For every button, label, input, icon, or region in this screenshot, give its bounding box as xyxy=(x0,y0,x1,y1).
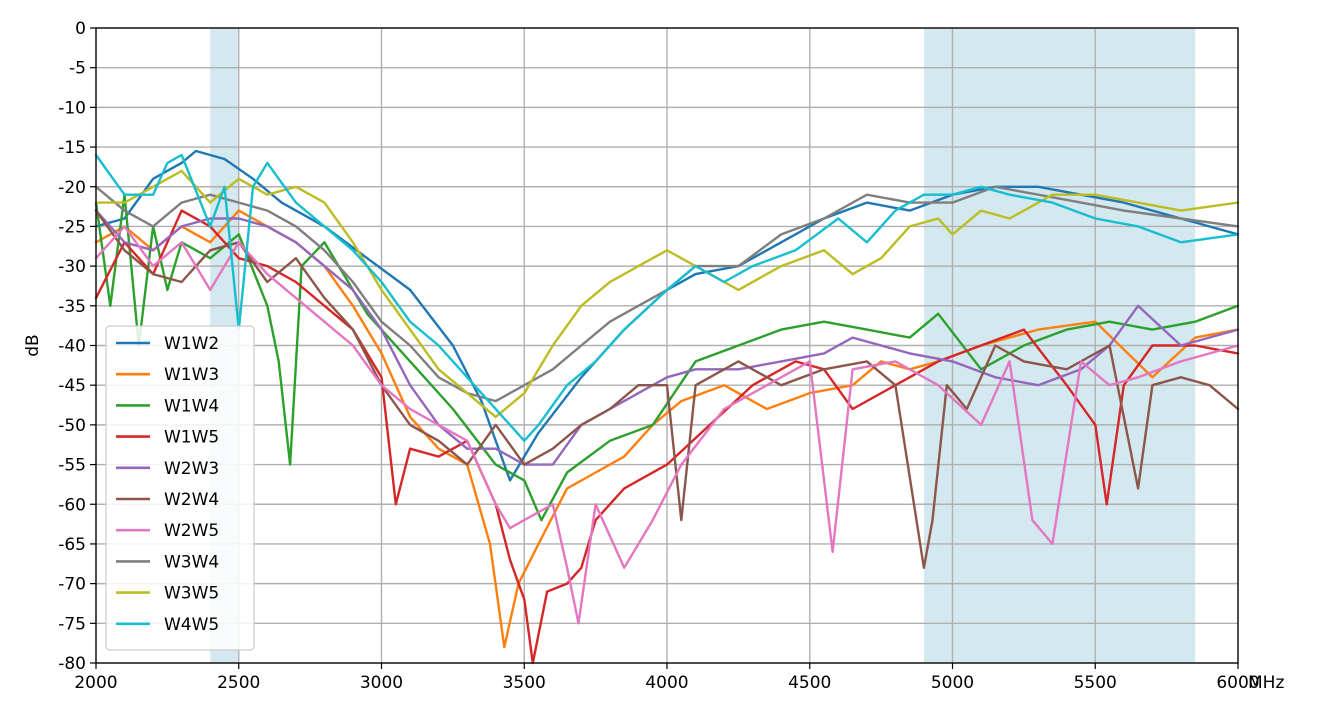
series-line-w2w4 xyxy=(94,209,1240,569)
y-tick-label: -65 xyxy=(58,535,86,555)
y-tick-label: -80 xyxy=(58,654,86,674)
x-tick-label: 2500 xyxy=(217,673,260,693)
legend-label-w1w3: W1W3 xyxy=(164,365,219,385)
y-tick-label: -45 xyxy=(58,376,86,396)
legend: W1W2 W1W3 W1W4 W1W5 W2W3 W2W4 W2W5 W3W4 W3W5 W4W5 xyxy=(105,325,255,651)
y-axis-label: dB xyxy=(23,334,43,356)
x-tick-label: 3000 xyxy=(360,673,403,693)
y-tick-label: -30 xyxy=(58,257,86,277)
series-line-w3w5 xyxy=(94,169,1240,419)
y-tick-label: -20 xyxy=(58,178,86,198)
legend-label-w3w4: W3W4 xyxy=(164,552,219,572)
legend-label-w4w5: W4W5 xyxy=(164,615,219,635)
x-tick-label: 5000 xyxy=(931,673,974,693)
x-tick-label: 4000 xyxy=(645,673,688,693)
y-tick-label: -70 xyxy=(58,575,86,595)
y-tick-label: -10 xyxy=(58,98,86,118)
y-axis-ticks: 0 -5 -10 -15 -20 -25 -30 -35 -40 -45 -50 -55 -60 -65 -… xyxy=(58,19,96,674)
series-lines xyxy=(94,149,1240,665)
legend-label-w1w5: W1W5 xyxy=(164,428,219,448)
y-tick-label: -60 xyxy=(58,495,86,515)
series-line-w4w5 xyxy=(94,153,1240,442)
y-tick-label: -35 xyxy=(58,297,86,317)
x-tick-label: 5500 xyxy=(1074,673,1117,693)
legend-label-w3w5: W3W5 xyxy=(164,584,219,604)
y-tick-label: -25 xyxy=(58,217,86,237)
legend-box xyxy=(105,325,255,651)
x-tick-label: 2000 xyxy=(74,673,117,693)
y-tick-label: 0 xyxy=(75,19,86,39)
y-tick-label: -5 xyxy=(69,59,86,79)
series-line-w1w5 xyxy=(94,209,1240,665)
x-tick-label: 4500 xyxy=(788,673,831,693)
y-tick-label: -55 xyxy=(58,456,86,476)
x-axis-label: MHz xyxy=(1248,673,1284,693)
legend-label-w2w4: W2W4 xyxy=(164,490,219,510)
y-tick-label: -75 xyxy=(58,614,86,634)
y-tick-label: -50 xyxy=(58,416,86,436)
series-line-w2w5 xyxy=(94,225,1240,625)
x-tick-label: 3500 xyxy=(503,673,546,693)
legend-label-w1w2: W1W2 xyxy=(164,334,219,354)
legend-label-w1w4: W1W4 xyxy=(164,396,219,416)
x-tick-label: 6000 xyxy=(1216,673,1259,693)
series-line-w3w4 xyxy=(94,185,1240,403)
x-axis-ticks: 2000 2500 3000 3500 4000 4500 5000 5500 6000 xyxy=(74,663,1260,693)
y-tick-label: -40 xyxy=(58,337,86,357)
legend-label-w2w3: W2W3 xyxy=(164,459,219,479)
legend-label-w2w5: W2W5 xyxy=(164,521,219,541)
y-tick-label: -15 xyxy=(58,138,86,158)
